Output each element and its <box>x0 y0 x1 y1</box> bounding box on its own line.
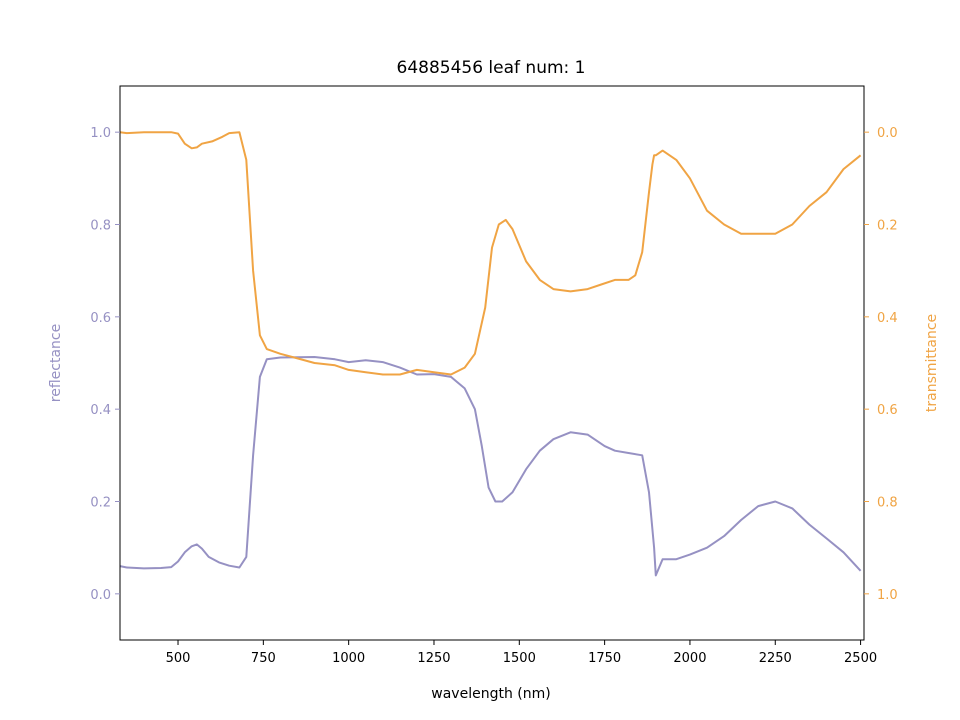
y-tick-label: 0.0 <box>90 588 111 603</box>
x-tick-label: 1000 <box>332 651 365 666</box>
y-tick-label: 0.8 <box>90 219 111 234</box>
y2-tick-label: 0.4 <box>877 311 898 326</box>
series-line-transmittance <box>119 131 862 376</box>
series-line-reflectance <box>119 356 862 577</box>
x-axis-title: wavelength (nm) <box>431 686 550 702</box>
y-tick-label: 0.2 <box>90 496 111 511</box>
x-tick-label: 2000 <box>673 651 706 666</box>
plot-lines <box>119 131 862 577</box>
plot-frame <box>119 85 865 641</box>
x-tick-label: 1750 <box>588 651 621 666</box>
y2-tick-label: 1.0 <box>877 588 898 603</box>
x-tick-label: 750 <box>251 651 276 666</box>
y2-tick-label: 0.6 <box>877 403 898 418</box>
x-tick-label: 2250 <box>759 651 792 666</box>
x-tick-label: 500 <box>166 651 191 666</box>
axes: 500 750 1000 1250 1500 1750 2000 2250 2500 0.0 0.2… <box>90 85 898 666</box>
x-tick-label: 1500 <box>503 651 536 666</box>
y-tick-label: 0.6 <box>90 311 111 326</box>
y-tick-label: 0.4 <box>90 403 111 418</box>
y-axis-title: reflectance <box>48 324 64 402</box>
x-tick-label: 2500 <box>844 651 877 666</box>
y2-tick-label: 0.2 <box>877 219 898 234</box>
x-tick-label: 1250 <box>417 651 450 666</box>
chart-title: 64885456 leaf num: 1 <box>397 58 586 78</box>
y2-axis-title: transmittance <box>924 314 940 412</box>
y-tick-label: 1.0 <box>90 126 111 141</box>
y2-tick-label: 0.8 <box>877 496 898 511</box>
y2-tick-label: 0.0 <box>877 126 898 141</box>
